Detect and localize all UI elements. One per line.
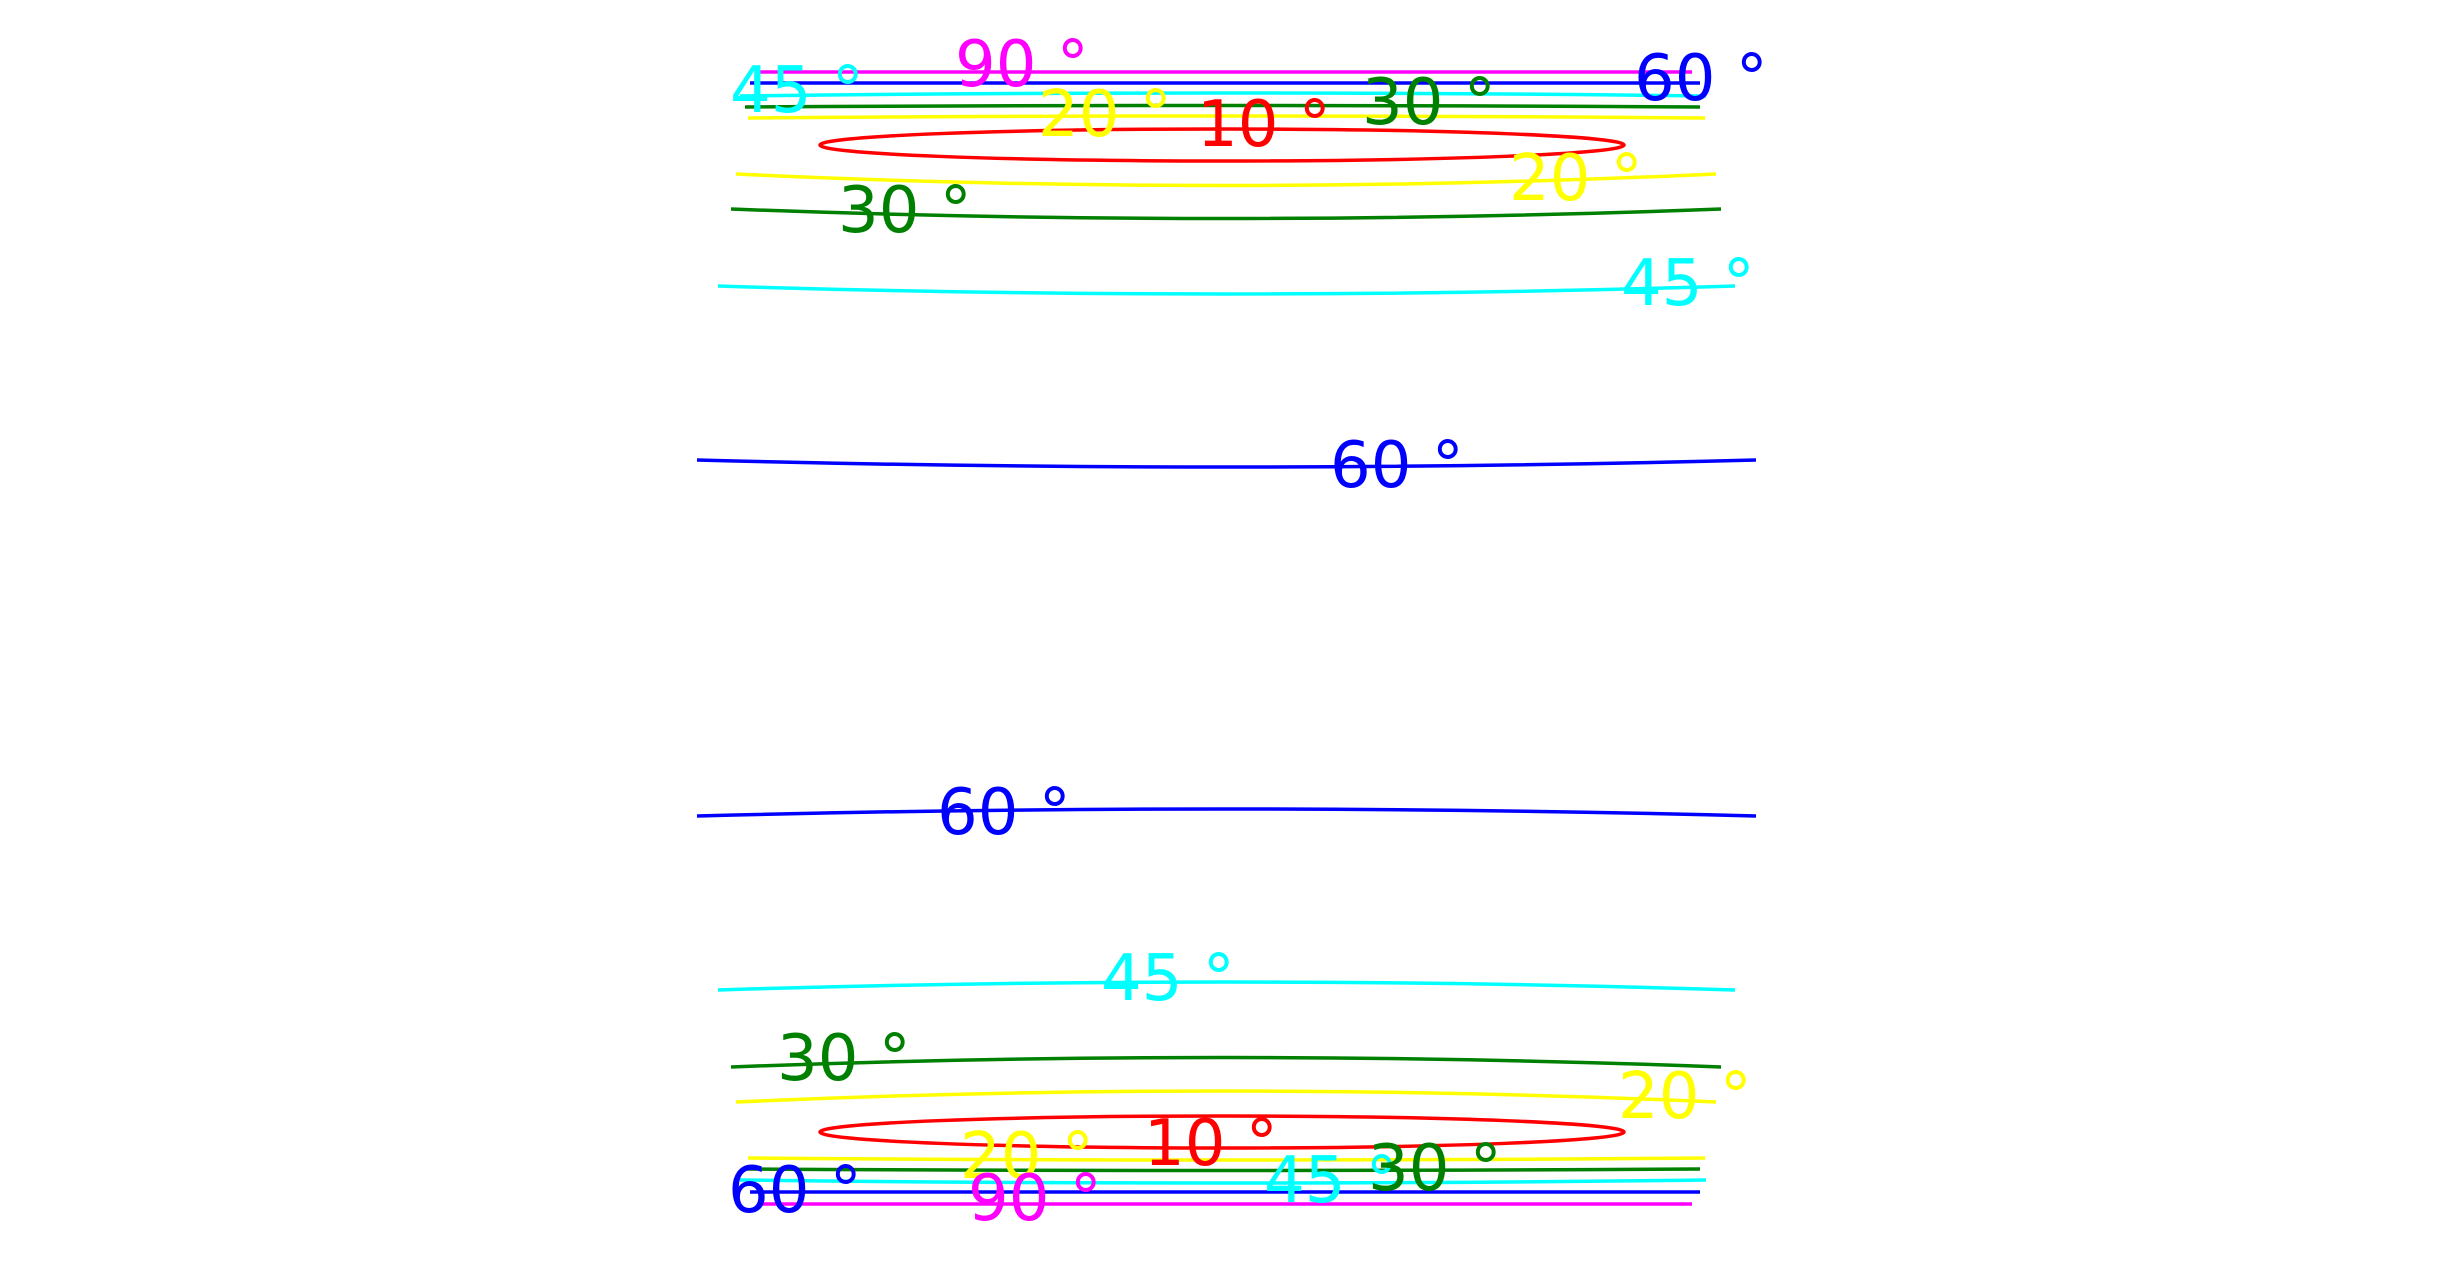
contour-line-10 [818, 1114, 1626, 1150]
contour-label-45: 45 ° [1264, 1144, 1398, 1218]
contour-label-20: 20 ° [1509, 142, 1643, 216]
contour-lines [696, 70, 1757, 1206]
contour-label-60: 60 ° [1634, 42, 1768, 116]
contour-label-90: 90 ° [955, 28, 1089, 102]
contour-label-30: 30 ° [1362, 66, 1496, 140]
contour-line-30 [744, 103, 1701, 109]
contour-label-60: 60 ° [937, 776, 1071, 850]
contour-label-20: 20 ° [960, 1120, 1094, 1194]
contour-line-45 [717, 284, 1736, 296]
contour-line-30 [730, 207, 1722, 221]
contour-label-20: 20 ° [1618, 1060, 1752, 1134]
contour-line-20 [747, 1156, 1706, 1162]
contour-line-30 [744, 1167, 1701, 1173]
contour-line-10 [818, 127, 1626, 163]
contour-label-30: 30 ° [1368, 1132, 1502, 1206]
contour-label-10: 10 ° [1197, 88, 1331, 162]
contour-line-45 [739, 1178, 1707, 1185]
contour-line-30 [730, 1055, 1722, 1069]
contour-line-20 [747, 114, 1706, 120]
contour-label-60: 60 ° [1330, 429, 1464, 503]
contour-label-90: 90 ° [968, 1162, 1102, 1236]
contour-line-45 [739, 91, 1707, 98]
contour-label-20: 20 ° [1038, 78, 1172, 152]
contour-label-10: 10 ° [1144, 1107, 1278, 1181]
contour-label-60: 60 ° [728, 1154, 862, 1228]
contour-label-45: 45 ° [730, 54, 864, 128]
contour-labels: 45 ° 90 °20 ° 10 ° 30 ° 60 °20 °30 °45 °60 °… [728, 28, 1768, 1236]
contour-line-20 [735, 172, 1717, 188]
contour-label-45: 45 ° [1621, 247, 1755, 321]
contour-line-20 [735, 1089, 1717, 1104]
contour-label-30: 30 ° [838, 174, 972, 248]
contour-line-60 [696, 458, 1757, 469]
contour-line-45 [717, 980, 1736, 992]
contour-label-45: 45 ° [1101, 942, 1235, 1016]
contour-label-30: 30 ° [777, 1022, 911, 1096]
contour-line-60 [696, 807, 1757, 818]
